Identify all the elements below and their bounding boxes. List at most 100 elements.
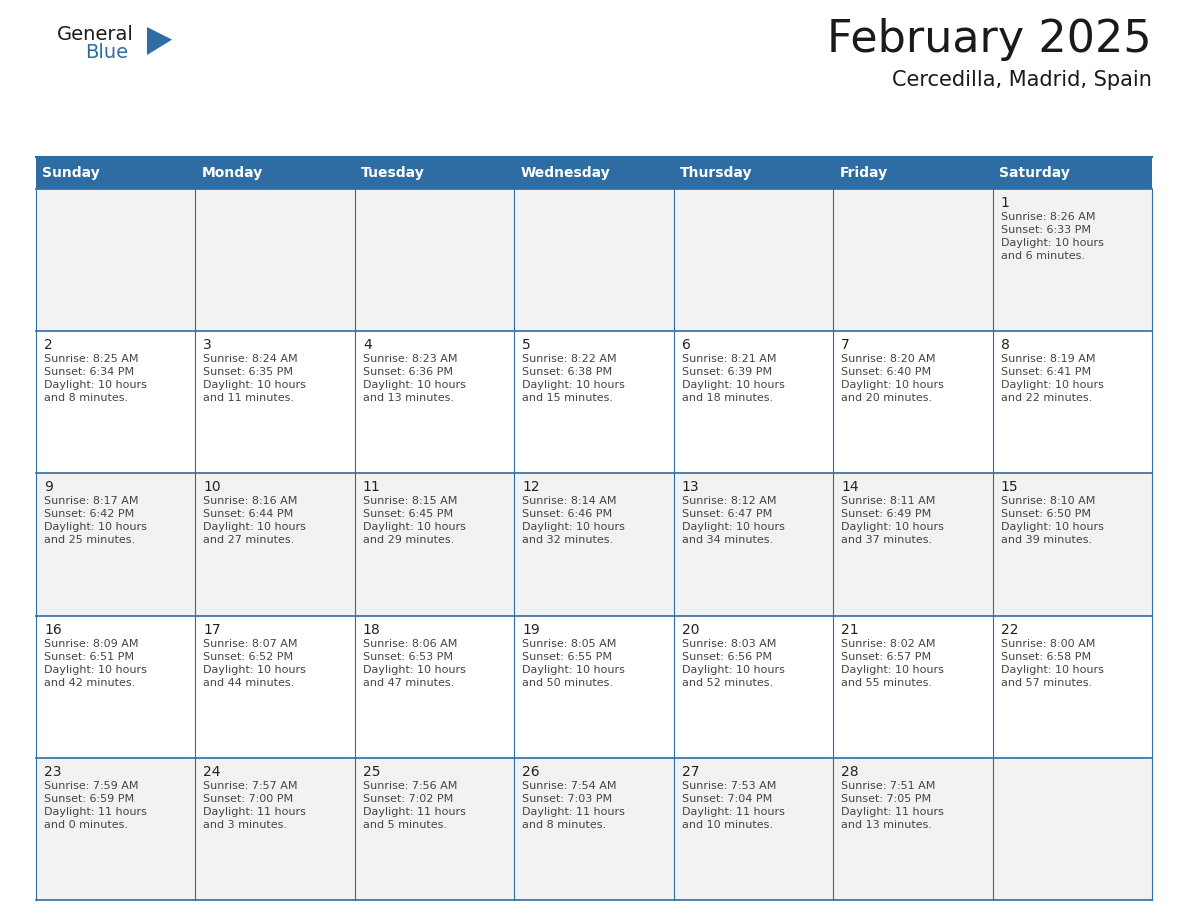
Text: Daylight: 10 hours: Daylight: 10 hours	[523, 665, 625, 675]
Text: and 25 minutes.: and 25 minutes.	[44, 535, 135, 545]
Text: Sunrise: 8:17 AM: Sunrise: 8:17 AM	[44, 497, 139, 507]
Text: and 8 minutes.: and 8 minutes.	[523, 820, 606, 830]
Text: and 44 minutes.: and 44 minutes.	[203, 677, 295, 688]
Text: Cercedilla, Madrid, Spain: Cercedilla, Madrid, Spain	[892, 70, 1152, 90]
Text: and 57 minutes.: and 57 minutes.	[1000, 677, 1092, 688]
Bar	[196, 757, 355, 900]
Text: Daylight: 10 hours: Daylight: 10 hours	[44, 522, 147, 532]
Text: 5: 5	[523, 338, 531, 353]
Text: 4: 4	[362, 338, 372, 353]
Text: Blue: Blue	[86, 43, 128, 62]
Polygon shape	[147, 27, 172, 55]
Text: Saturday: Saturday	[999, 166, 1070, 180]
Text: 7: 7	[841, 338, 849, 353]
Bar	[833, 474, 992, 616]
Bar	[36, 189, 196, 331]
Text: Sunrise: 8:26 AM: Sunrise: 8:26 AM	[1000, 212, 1095, 222]
Text: Sunrise: 8:23 AM: Sunrise: 8:23 AM	[362, 354, 457, 364]
Text: and 52 minutes.: and 52 minutes.	[682, 677, 773, 688]
Text: Sunset: 6:56 PM: Sunset: 6:56 PM	[682, 652, 772, 662]
Bar	[514, 616, 674, 757]
Text: Sunset: 6:58 PM: Sunset: 6:58 PM	[1000, 652, 1091, 662]
Text: Sunrise: 8:21 AM: Sunrise: 8:21 AM	[682, 354, 776, 364]
Text: 6: 6	[682, 338, 690, 353]
Text: Daylight: 10 hours: Daylight: 10 hours	[682, 522, 784, 532]
Text: and 10 minutes.: and 10 minutes.	[682, 820, 772, 830]
Text: 21: 21	[841, 622, 859, 636]
Bar	[36, 331, 196, 474]
Bar	[355, 757, 514, 900]
Bar	[992, 757, 1152, 900]
Text: Sunset: 7:00 PM: Sunset: 7:00 PM	[203, 794, 293, 804]
Bar	[355, 331, 514, 474]
Text: 19: 19	[523, 622, 541, 636]
Text: Sunset: 6:45 PM: Sunset: 6:45 PM	[362, 509, 453, 520]
Text: Sunrise: 8:10 AM: Sunrise: 8:10 AM	[1000, 497, 1095, 507]
Text: Sunset: 6:41 PM: Sunset: 6:41 PM	[1000, 367, 1091, 377]
Text: Sunset: 6:39 PM: Sunset: 6:39 PM	[682, 367, 772, 377]
Text: 18: 18	[362, 622, 380, 636]
Text: Sunrise: 8:02 AM: Sunrise: 8:02 AM	[841, 639, 936, 649]
Text: Daylight: 10 hours: Daylight: 10 hours	[682, 380, 784, 390]
Text: and 15 minutes.: and 15 minutes.	[523, 393, 613, 403]
Text: 3: 3	[203, 338, 213, 353]
Text: General: General	[57, 25, 134, 44]
Text: Daylight: 11 hours: Daylight: 11 hours	[523, 807, 625, 817]
Text: Daylight: 10 hours: Daylight: 10 hours	[523, 380, 625, 390]
Text: Sunset: 6:49 PM: Sunset: 6:49 PM	[841, 509, 931, 520]
Text: 14: 14	[841, 480, 859, 495]
Text: Tuesday: Tuesday	[361, 166, 425, 180]
Text: Wednesday: Wednesday	[520, 166, 611, 180]
Text: February 2025: February 2025	[827, 18, 1152, 61]
Bar	[992, 189, 1152, 331]
Text: and 34 minutes.: and 34 minutes.	[682, 535, 773, 545]
Text: and 55 minutes.: and 55 minutes.	[841, 677, 933, 688]
Text: 8: 8	[1000, 338, 1010, 353]
Text: and 18 minutes.: and 18 minutes.	[682, 393, 773, 403]
Text: Monday: Monday	[202, 166, 263, 180]
Text: and 39 minutes.: and 39 minutes.	[1000, 535, 1092, 545]
Text: Sunrise: 8:07 AM: Sunrise: 8:07 AM	[203, 639, 298, 649]
Text: Sunrise: 8:11 AM: Sunrise: 8:11 AM	[841, 497, 935, 507]
Text: Daylight: 10 hours: Daylight: 10 hours	[44, 665, 147, 675]
Text: Sunrise: 7:56 AM: Sunrise: 7:56 AM	[362, 781, 457, 790]
Text: and 32 minutes.: and 32 minutes.	[523, 535, 613, 545]
Text: Sunset: 6:46 PM: Sunset: 6:46 PM	[523, 509, 612, 520]
Bar	[674, 757, 833, 900]
Text: Sunset: 7:05 PM: Sunset: 7:05 PM	[841, 794, 931, 804]
Text: Daylight: 10 hours: Daylight: 10 hours	[841, 522, 944, 532]
Text: Sunset: 6:40 PM: Sunset: 6:40 PM	[841, 367, 931, 377]
Text: and 13 minutes.: and 13 minutes.	[362, 393, 454, 403]
Text: Daylight: 11 hours: Daylight: 11 hours	[203, 807, 307, 817]
Text: and 20 minutes.: and 20 minutes.	[841, 393, 933, 403]
Text: Sunset: 6:50 PM: Sunset: 6:50 PM	[1000, 509, 1091, 520]
Text: Daylight: 10 hours: Daylight: 10 hours	[682, 665, 784, 675]
Bar	[196, 189, 355, 331]
Text: Sunrise: 8:12 AM: Sunrise: 8:12 AM	[682, 497, 776, 507]
Text: and 5 minutes.: and 5 minutes.	[362, 820, 447, 830]
Text: Sunrise: 7:51 AM: Sunrise: 7:51 AM	[841, 781, 935, 790]
Bar	[992, 616, 1152, 757]
Text: Sunrise: 8:25 AM: Sunrise: 8:25 AM	[44, 354, 139, 364]
Text: 15: 15	[1000, 480, 1018, 495]
Text: and 6 minutes.: and 6 minutes.	[1000, 251, 1085, 261]
Text: and 29 minutes.: and 29 minutes.	[362, 535, 454, 545]
Text: Sunrise: 7:57 AM: Sunrise: 7:57 AM	[203, 781, 298, 790]
Text: and 27 minutes.: and 27 minutes.	[203, 535, 295, 545]
Bar	[36, 616, 196, 757]
Text: and 11 minutes.: and 11 minutes.	[203, 393, 295, 403]
Text: and 3 minutes.: and 3 minutes.	[203, 820, 287, 830]
Text: 12: 12	[523, 480, 539, 495]
Text: Sunset: 6:42 PM: Sunset: 6:42 PM	[44, 509, 134, 520]
Bar	[514, 757, 674, 900]
Bar	[833, 757, 992, 900]
Bar	[674, 331, 833, 474]
Text: Sunset: 6:57 PM: Sunset: 6:57 PM	[841, 652, 931, 662]
Bar	[674, 616, 833, 757]
Text: 22: 22	[1000, 622, 1018, 636]
Text: Sunset: 6:38 PM: Sunset: 6:38 PM	[523, 367, 612, 377]
Text: Daylight: 11 hours: Daylight: 11 hours	[682, 807, 784, 817]
Text: Daylight: 10 hours: Daylight: 10 hours	[203, 380, 307, 390]
Text: Sunset: 7:04 PM: Sunset: 7:04 PM	[682, 794, 772, 804]
Bar	[674, 474, 833, 616]
